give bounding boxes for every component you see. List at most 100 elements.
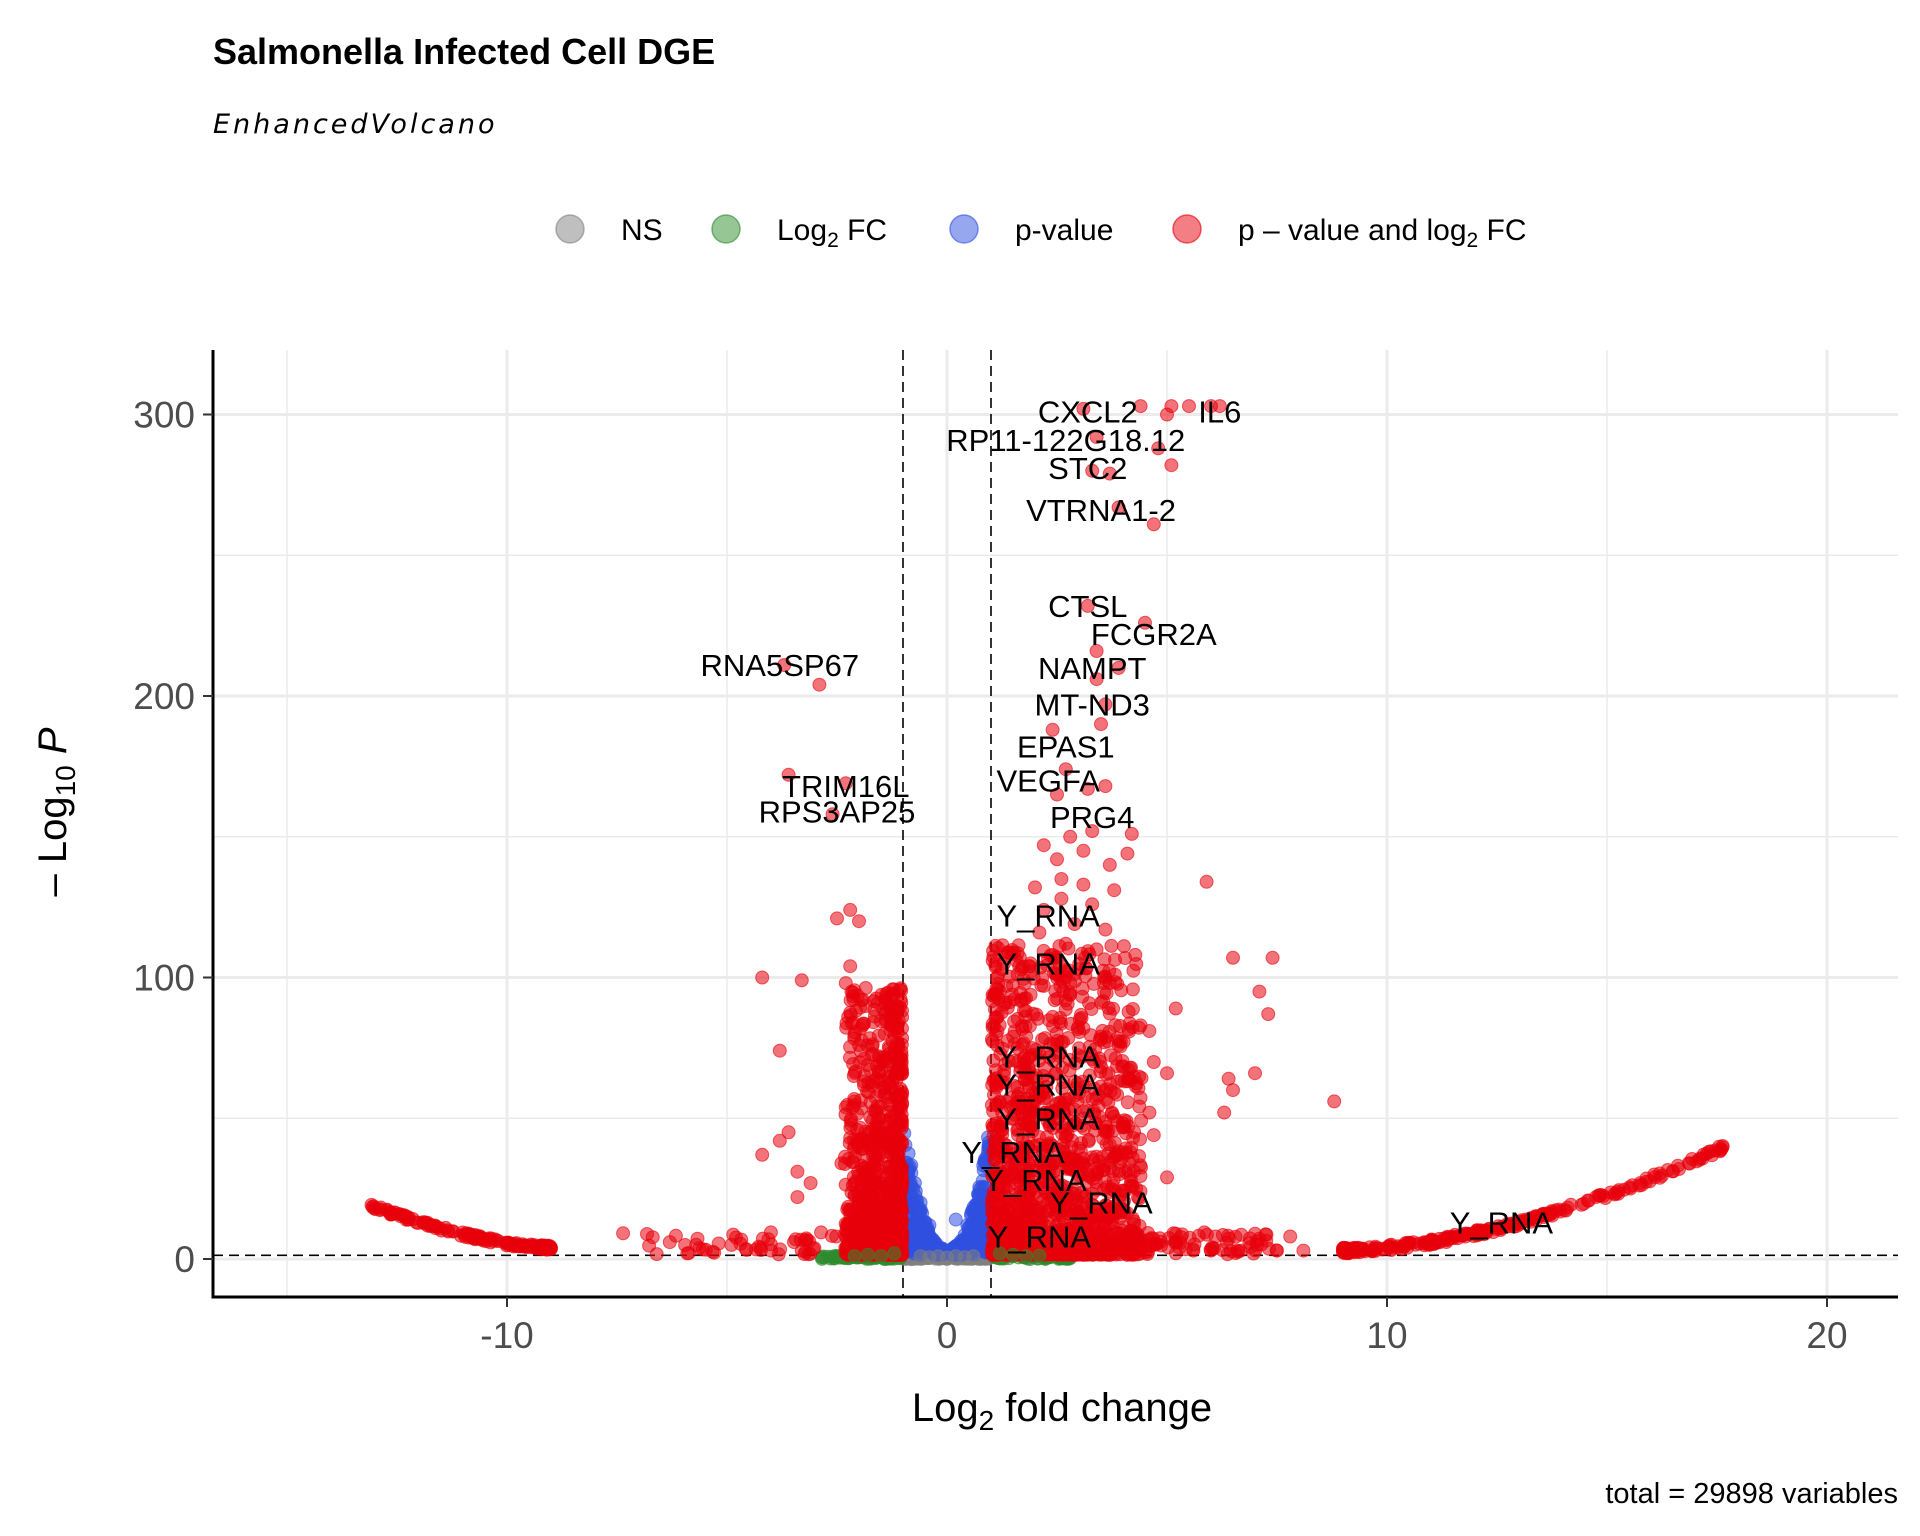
point-fc-p bbox=[364, 1197, 379, 1212]
point-fc-p bbox=[883, 1164, 898, 1179]
point-fc-p bbox=[1126, 963, 1141, 978]
gene-label: VEGFA bbox=[997, 763, 1101, 798]
point-fc-p bbox=[1121, 1024, 1136, 1039]
point-fc-p bbox=[1140, 1226, 1155, 1240]
point-p bbox=[973, 1235, 988, 1250]
point-fc-p bbox=[847, 1094, 862, 1109]
point-fc bbox=[821, 1249, 836, 1264]
point-fc-p bbox=[1131, 1081, 1146, 1096]
point-fc-p bbox=[1089, 1149, 1104, 1164]
legend-label-ns: NS bbox=[621, 214, 663, 247]
point-fc-p bbox=[794, 973, 809, 988]
point-fc-p bbox=[1647, 1167, 1662, 1182]
point-fc-p bbox=[1261, 1007, 1276, 1022]
point-fc-p bbox=[1142, 1105, 1157, 1120]
point-fc-p bbox=[838, 976, 853, 991]
point-fc-p bbox=[1230, 1243, 1245, 1258]
gene-label: Y_RNA bbox=[997, 1101, 1101, 1136]
gene-label: FCGR2A bbox=[1091, 617, 1217, 652]
point-fc-p bbox=[988, 1010, 1003, 1025]
caption: total = 29898 variables bbox=[1605, 1478, 1898, 1510]
point-fc-p bbox=[885, 1018, 899, 1033]
gene-label: Y_RNA bbox=[997, 1067, 1101, 1102]
x-tick-label: 0 bbox=[937, 1315, 958, 1356]
point-fc-p bbox=[893, 1216, 908, 1231]
point-fc-p bbox=[1026, 1006, 1040, 1021]
point-fc-p bbox=[867, 994, 881, 1009]
y-axis-title-sub: 10 bbox=[50, 765, 81, 796]
x-tick-label: 20 bbox=[1806, 1315, 1847, 1356]
point-fc-p bbox=[852, 1168, 866, 1183]
point-fc-p bbox=[504, 1236, 519, 1251]
point-fc-p bbox=[1108, 1018, 1123, 1033]
gene-label: VTRNA1-2 bbox=[1026, 493, 1176, 528]
point-fc-p bbox=[1000, 1000, 1015, 1015]
point-fc-p bbox=[1028, 880, 1042, 895]
point-fc-p bbox=[1125, 982, 1140, 997]
point-fc-p bbox=[790, 1190, 805, 1205]
point-fc-p bbox=[1101, 1066, 1116, 1081]
point-fc-p bbox=[724, 1237, 739, 1252]
point-fc-p bbox=[1365, 1244, 1380, 1259]
point-fc-p bbox=[1406, 1235, 1421, 1250]
point-fc-p bbox=[847, 1025, 862, 1040]
point-fc-p bbox=[794, 1243, 809, 1258]
point-fc-p bbox=[393, 1209, 408, 1224]
point-fc-p bbox=[1076, 877, 1091, 892]
point-fc-p bbox=[884, 1224, 899, 1239]
point-fc-p bbox=[888, 1127, 903, 1142]
point-fc-p bbox=[856, 1016, 870, 1031]
y-tick-label: 0 bbox=[174, 1239, 195, 1280]
point-fc-p bbox=[895, 1174, 910, 1189]
point-fc-p bbox=[763, 1225, 778, 1240]
point-fc bbox=[860, 1247, 875, 1262]
point-fc-p bbox=[1111, 1147, 1126, 1162]
point-fc-p bbox=[884, 1109, 899, 1124]
point-fc-p bbox=[1168, 1001, 1183, 1016]
point-fc-p bbox=[1161, 1240, 1176, 1255]
point-fc-p bbox=[1094, 995, 1108, 1010]
point-fc-p bbox=[1204, 1243, 1218, 1258]
point-fc-p bbox=[843, 1050, 857, 1065]
point-fc-p bbox=[1102, 976, 1117, 991]
point-fc-p bbox=[894, 1044, 909, 1059]
point-fc-p bbox=[1120, 1247, 1135, 1262]
point-fc-p bbox=[863, 1162, 878, 1177]
y-tick-label: 300 bbox=[133, 395, 195, 436]
point-fc-p bbox=[772, 1043, 787, 1058]
point-fc-p bbox=[1054, 872, 1069, 886]
point-fc-p bbox=[1098, 1125, 1113, 1140]
point-p bbox=[970, 1201, 985, 1216]
point-fc-p bbox=[1001, 1204, 1016, 1219]
point-fc-p bbox=[1160, 1066, 1174, 1081]
point-fc-p bbox=[876, 1130, 891, 1144]
point-fc-p bbox=[1217, 1105, 1232, 1120]
legend-label-p: p-value bbox=[1015, 214, 1113, 247]
point-fc-p bbox=[1146, 1055, 1161, 1069]
point-fc-p bbox=[852, 1038, 866, 1053]
gene-label: PRG4 bbox=[1050, 800, 1134, 835]
x-axis-title: Log2 fold change bbox=[912, 1386, 1212, 1436]
point-fc-p bbox=[843, 1113, 858, 1128]
point-fc-p bbox=[866, 1149, 880, 1163]
point-fc-p bbox=[834, 1156, 849, 1171]
point-fc-p bbox=[890, 1153, 905, 1168]
point-fc-p bbox=[434, 1223, 449, 1238]
point-fc-p bbox=[764, 1243, 778, 1258]
point-fc-p bbox=[689, 1237, 704, 1252]
point-fc-p bbox=[738, 1241, 753, 1256]
point-fc-p bbox=[1160, 1170, 1174, 1185]
point-fc-p bbox=[869, 1058, 884, 1073]
y-tick-label: 100 bbox=[133, 958, 195, 999]
point-fc-p bbox=[830, 911, 844, 926]
gene-label: Y_RNA bbox=[1049, 1186, 1153, 1221]
y-tick-label: 200 bbox=[133, 676, 195, 717]
gene-label: Y_RNA bbox=[997, 899, 1101, 934]
point-fc-p bbox=[642, 1238, 657, 1253]
point-fc-p bbox=[755, 1147, 770, 1162]
point-fc-p bbox=[803, 1176, 818, 1190]
point-fc-p bbox=[445, 1224, 460, 1239]
point-p bbox=[913, 1195, 928, 1210]
point-fc-p bbox=[891, 1001, 905, 1016]
